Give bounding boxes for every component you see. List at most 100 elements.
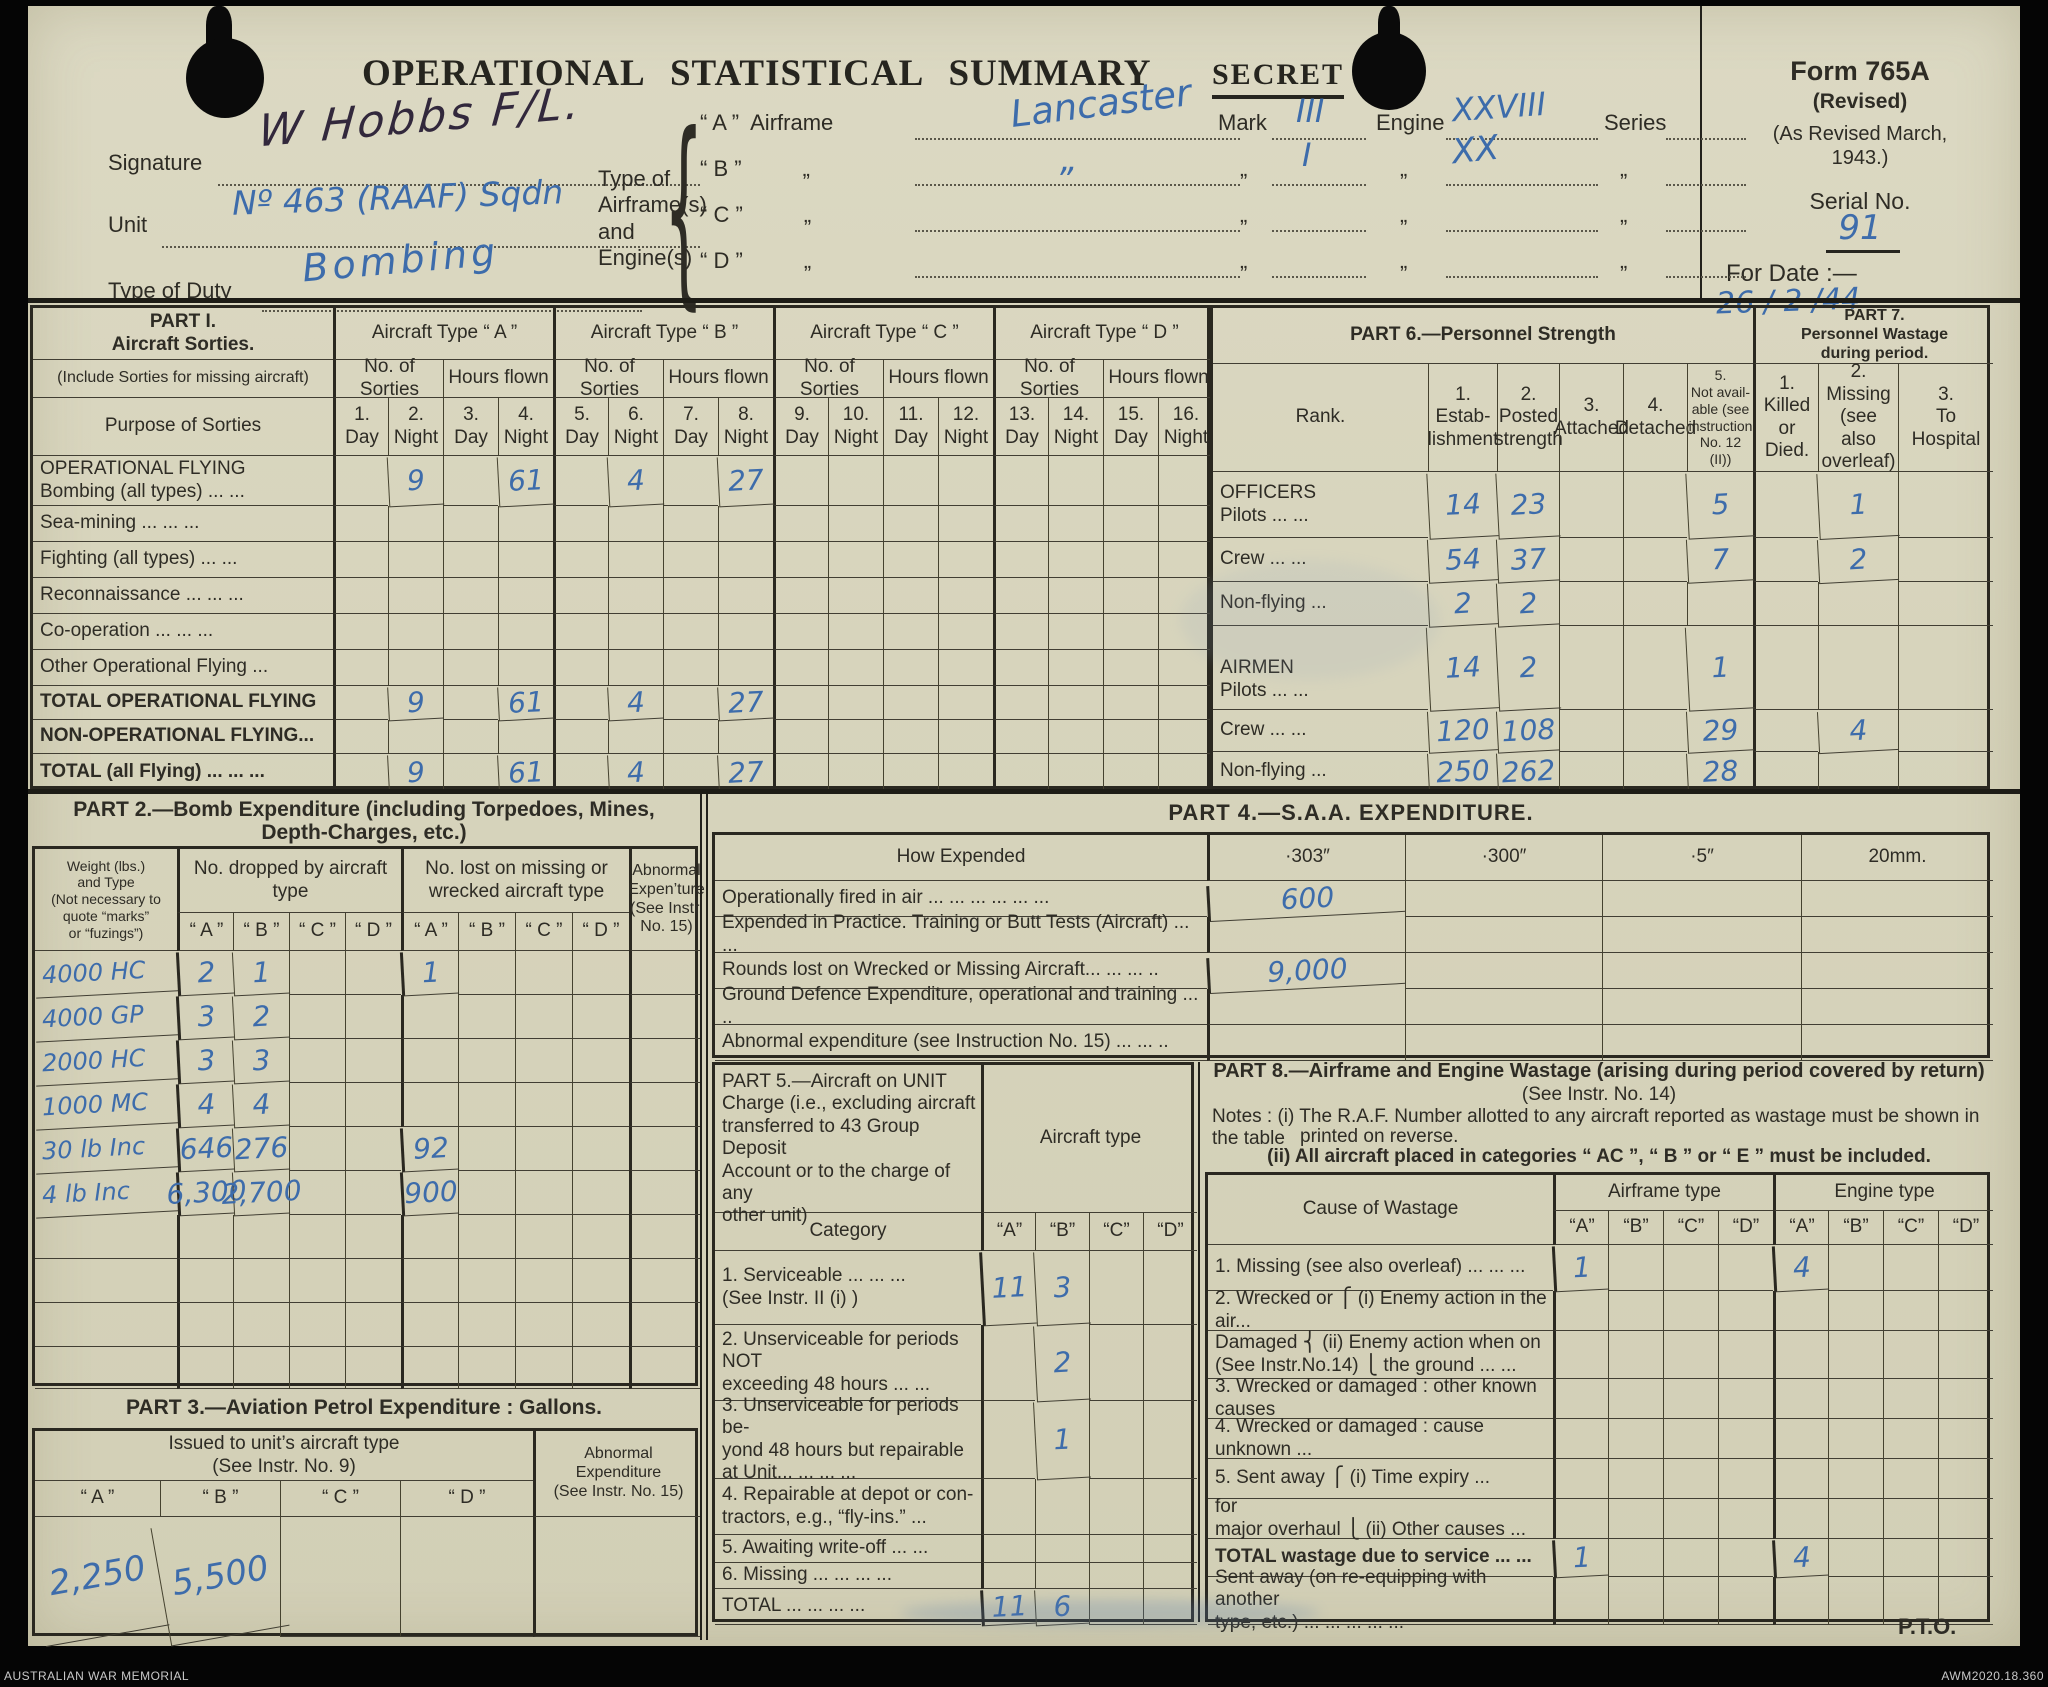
cell: 1 [1816, 469, 1900, 541]
cell [35, 1259, 177, 1303]
series-line [1666, 276, 1746, 278]
cell: 262 [1495, 750, 1561, 794]
mark-label: „ [1240, 202, 1248, 227]
cell [1753, 538, 1818, 582]
cell [289, 995, 345, 1039]
cell [515, 1303, 572, 1347]
cell: 3. To Hospital [1898, 364, 1993, 472]
cell: 61 [496, 454, 555, 508]
cell: Airframe type [1553, 1175, 1773, 1211]
cell [883, 578, 938, 614]
cell: 2 [1494, 624, 1562, 712]
cell [572, 1215, 629, 1259]
cell: 4. Wrecked or damaged : cause unknown ..… [1208, 1416, 1553, 1460]
cell [1103, 506, 1158, 542]
part4-saa-table: How Expended ·303″ ·300″ ·5″ 20mm. Operationa… [712, 832, 1993, 1061]
cell [1818, 752, 1898, 792]
classification-stamp: SECRET [1212, 58, 1345, 99]
cell [1773, 1577, 1828, 1625]
cell [663, 650, 718, 686]
paper-sheet [28, 6, 2020, 1646]
ink-smudge [900, 1600, 1320, 1626]
cell [1883, 1577, 1938, 1625]
cell [981, 1563, 1035, 1589]
airframe-row: “ D ” „ „ „ „ [0, 238, 2048, 284]
cell [773, 686, 828, 720]
cell [828, 456, 883, 506]
cell: “ B ” [233, 913, 289, 951]
cell [35, 1303, 177, 1347]
cell [1773, 1331, 1828, 1379]
cell: 3 [231, 1037, 291, 1085]
divider [1700, 6, 1702, 302]
cell [333, 754, 388, 792]
divider [700, 794, 702, 1640]
airframe-line [915, 230, 1240, 232]
cell [1663, 1245, 1718, 1291]
cell [1718, 1459, 1773, 1499]
archive-id: AWM2020.18.360 [1941, 1669, 2044, 1683]
cell [458, 1083, 515, 1127]
part6-personnel-table: PART 6.—Personnel Strength PART 7. Person… [1210, 305, 1993, 794]
cell: 3. Day [443, 398, 498, 456]
part4-title: PART 4.—S.A.A. EXPENDITURE. [1168, 800, 1534, 825]
cell [1553, 1577, 1608, 1625]
mark-line [1272, 230, 1366, 232]
cell [718, 650, 773, 686]
cell [883, 614, 938, 650]
cell: 6. Missing ... ... ... ... [715, 1563, 981, 1589]
cell [993, 506, 1048, 542]
cell [35, 1347, 177, 1389]
cell [1718, 1419, 1773, 1459]
cell [773, 542, 828, 578]
cell [938, 578, 993, 614]
cell: 900 [399, 1169, 460, 1217]
cell [1103, 578, 1158, 614]
unit-line [162, 246, 700, 248]
cell [345, 1303, 401, 1347]
cell: TOTAL OPERATIONAL FLYING [33, 686, 333, 720]
cell: Non-flying ... [1213, 752, 1428, 792]
cell: Rank. [1213, 364, 1428, 472]
cell: 276 [231, 1125, 291, 1173]
cell [1089, 1589, 1143, 1625]
cell: 646 [175, 1125, 235, 1173]
cell: (Include Sorties for missing aircraft) [33, 360, 333, 398]
cell: 37 [1495, 536, 1561, 584]
cell [1602, 917, 1801, 953]
cell: 4000 GP [33, 991, 179, 1043]
cell: “ D ” [572, 913, 629, 951]
ink-smudge [1180, 560, 1440, 680]
cell: 7. Day [663, 398, 718, 456]
cell: 4 [606, 454, 665, 508]
cell [1623, 752, 1687, 792]
cell [828, 542, 883, 578]
cell [608, 542, 663, 578]
cell: PART I. Aircraft Sorties. [33, 308, 333, 360]
cell [1089, 1563, 1143, 1589]
cell [572, 951, 629, 995]
cell [1103, 650, 1158, 686]
cell [1828, 1331, 1883, 1379]
cell: 3. Attached [1554, 364, 1629, 472]
cell: 61 [497, 684, 554, 722]
cell [718, 542, 773, 578]
cell [401, 1039, 458, 1083]
cell [1048, 506, 1103, 542]
cell [1103, 720, 1158, 754]
part8-note: printed on reverse. [1300, 1126, 1459, 1147]
cell [388, 578, 443, 614]
cell: 7 [1685, 536, 1755, 584]
cell: Damaged ⎨ (ii) Enemy action when on (See… [1208, 1331, 1553, 1379]
cell [1883, 1331, 1938, 1379]
series-label: „ [1620, 248, 1628, 273]
cell [981, 1535, 1035, 1563]
cell: No. of Sorties [993, 356, 1103, 400]
cell: 4 [1816, 707, 1900, 755]
cell [1103, 456, 1158, 506]
cell: 14 [1426, 470, 1499, 540]
cell [401, 1259, 458, 1303]
cell [177, 1347, 233, 1389]
part2-bomb-table: Weight (lbs.) and Type (Not necessary to… [32, 846, 705, 1389]
cell [773, 720, 828, 754]
